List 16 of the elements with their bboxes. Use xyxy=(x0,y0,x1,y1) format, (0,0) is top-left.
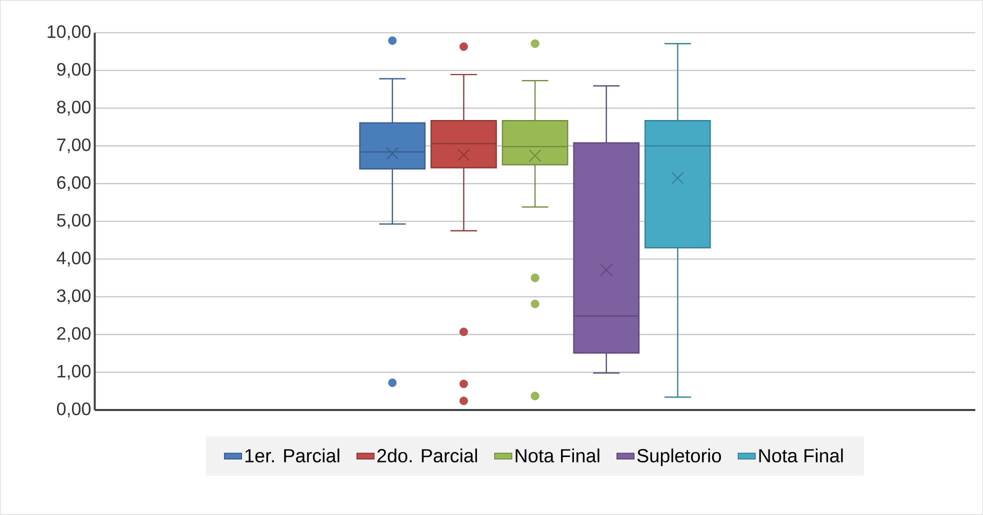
y-tick-label: 3,00 xyxy=(57,289,91,304)
y-tick-label: 2,00 xyxy=(57,327,91,342)
y-tick-label: 10,00 xyxy=(48,25,91,40)
y-tick-label: 0,00 xyxy=(57,402,91,418)
legend-label: Supletorio xyxy=(637,448,721,466)
y-tick-label: 5,00 xyxy=(57,214,91,229)
legend-label: Nota Final xyxy=(516,448,600,463)
legend-label: Nota Final xyxy=(759,448,843,463)
y-tick-label: 1,00 xyxy=(58,364,91,380)
y-tick-label: 7,00 xyxy=(57,138,91,154)
y-tick-label: 9,00 xyxy=(57,63,91,78)
legend-label: 1er. Parcial xyxy=(245,448,340,463)
y-tick-label: 8,00 xyxy=(57,100,91,116)
legend-label: 2do. Parcial xyxy=(377,448,477,463)
y-tick-label: 4,00 xyxy=(56,252,91,267)
y-tick-label: 6,00 xyxy=(57,176,91,192)
